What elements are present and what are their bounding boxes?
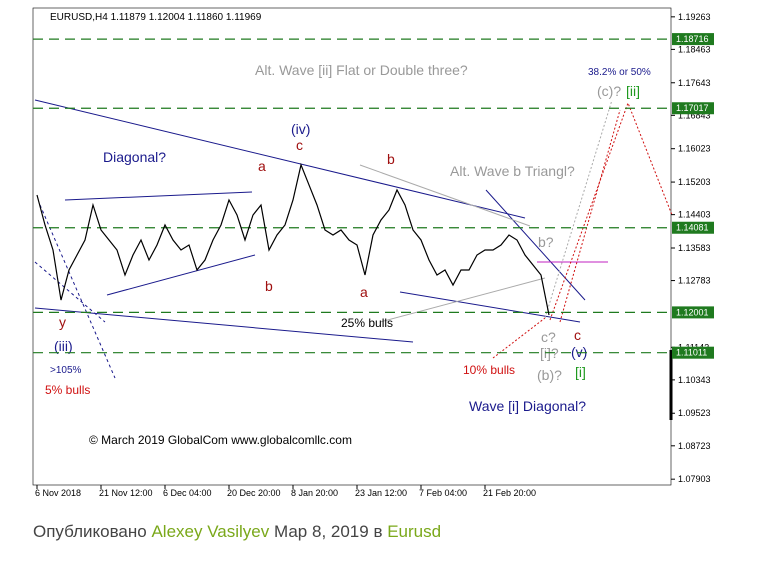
annotation: a xyxy=(258,158,266,174)
level-box xyxy=(672,102,714,115)
gray-lines xyxy=(359,99,613,323)
annotation: (iii) xyxy=(54,338,73,354)
x-tick-label: 7 Feb 04:00 xyxy=(419,488,467,498)
y-tick-label: 1.09523 xyxy=(678,408,711,418)
annotation: b xyxy=(265,278,273,294)
x-tick-label: 21 Nov 12:00 xyxy=(99,488,153,498)
level-label: 1.17017 xyxy=(676,103,709,113)
annotation: [ii] xyxy=(626,83,640,99)
annotation: a xyxy=(360,284,368,300)
level-label: 1.14081 xyxy=(676,223,709,233)
annotation: c? xyxy=(541,329,556,345)
level-label: 1.12001 xyxy=(676,307,709,317)
annotation: 5% bulls xyxy=(45,383,90,397)
footer-text: Мар 8, 2019 xyxy=(274,522,369,541)
chart: EURUSD,H4 1.11879 1.12004 1.11860 1.1196… xyxy=(32,7,714,498)
x-tick-label: 8 Jan 20:00 xyxy=(291,488,338,498)
y-tick-label: 1.13583 xyxy=(678,243,711,253)
y-tick-label: 1.15203 xyxy=(678,177,711,187)
annotation: (v) xyxy=(571,344,587,360)
trend-lines xyxy=(34,99,586,379)
y-tick-label: 1.07903 xyxy=(678,474,711,484)
footer-text: в xyxy=(373,522,383,541)
annotation: b xyxy=(387,151,395,167)
annotation: >105% xyxy=(50,365,82,376)
footer: Опубликовано Alexey Vasilyev Мар 8, 2019… xyxy=(33,522,441,542)
y-tick-label: 1.17643 xyxy=(678,78,711,88)
annotation: (b)? xyxy=(537,367,562,383)
y-tick-label: 1.16843 xyxy=(678,110,711,120)
annotation: c xyxy=(296,137,303,153)
x-tick-label: 6 Dec 04:00 xyxy=(163,488,212,498)
annotation: Diagonal? xyxy=(103,149,166,165)
chart-title: EURUSD,H4 1.11879 1.12004 1.11860 1.1196… xyxy=(50,12,262,23)
x-tick-label: 21 Feb 20:00 xyxy=(483,488,536,498)
author-link[interactable]: Alexey Vasilyev xyxy=(151,522,270,541)
level-box xyxy=(672,306,714,319)
x-tick-label: 20 Dec 20:00 xyxy=(227,488,281,498)
annotation: y xyxy=(59,314,66,330)
price-line xyxy=(36,162,550,316)
annotation: Alt. Wave [ii] Flat or Double three? xyxy=(255,62,468,78)
plot-frame xyxy=(32,7,672,486)
x-tick-label: 23 Jan 12:00 xyxy=(355,488,407,498)
level-box xyxy=(672,33,714,46)
projection-lines xyxy=(492,101,673,359)
footer-text: Опубликовано xyxy=(33,522,147,541)
annotation: 38.2% or 50% xyxy=(588,67,651,78)
annotation: (iv) xyxy=(291,121,310,137)
y-tick-label: 1.08723 xyxy=(678,441,711,451)
y-tick-label: 1.14403 xyxy=(678,210,711,220)
level-box xyxy=(672,346,714,359)
annotation: © March 2019 GlobalCom www.globalcomllc.… xyxy=(89,433,352,447)
annotation: 25% bulls xyxy=(341,316,393,330)
x-tick-label: 6 Nov 2018 xyxy=(35,488,81,498)
annotation: (c)? xyxy=(597,83,621,99)
y-tick-label: 1.10343 xyxy=(678,375,711,385)
y-tick-label: 1.19263 xyxy=(678,12,711,22)
level-label: 1.18716 xyxy=(676,34,709,44)
annotation: Wave [i] Diagonal? xyxy=(469,398,586,414)
annotation: b? xyxy=(538,234,554,250)
symbol-link[interactable]: Eurusd xyxy=(387,522,442,541)
y-tick-label: 1.18463 xyxy=(678,44,711,54)
level-label: 1.11011 xyxy=(676,348,707,358)
annotation: [i] xyxy=(575,364,586,380)
level-box xyxy=(672,221,714,234)
y-tick-label: 1.16023 xyxy=(678,144,711,154)
annotation: Alt. Wave b Triangl? xyxy=(450,163,575,179)
annotation: 10% bulls xyxy=(463,363,515,377)
annotation: c xyxy=(574,327,581,343)
y-tick-label: 1.12783 xyxy=(678,276,711,286)
